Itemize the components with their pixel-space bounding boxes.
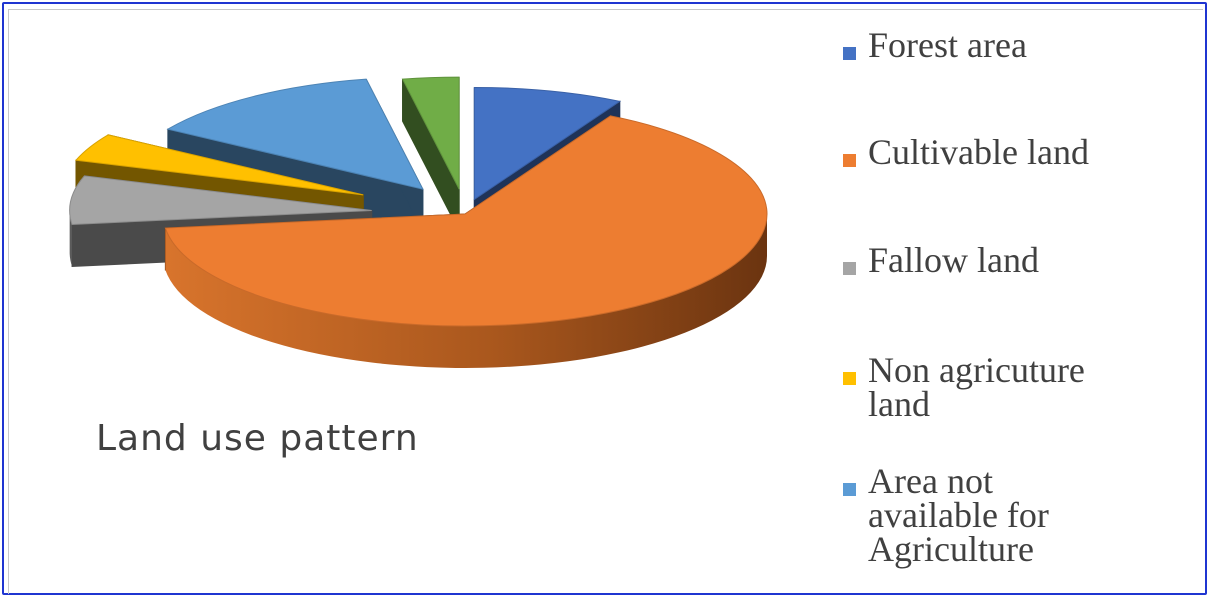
pie-slice-cultivable-land [164, 114, 768, 369]
legend-swatch [843, 262, 856, 275]
legend-item: Fallow land [843, 240, 1183, 280]
legend-label: Non agricuture land [868, 350, 1085, 424]
chart-area [8, 9, 1203, 594]
chart-title: Land use pattern [96, 418, 419, 459]
legend-label: Forest area [868, 25, 1027, 65]
legend-swatch [843, 47, 856, 60]
legend-label: Fallow land [868, 240, 1039, 280]
legend-swatch [843, 154, 856, 167]
legend-item: Forest area [843, 25, 1183, 65]
legend-swatch [843, 483, 856, 496]
legend-item: Area not available for Agriculture [843, 461, 1183, 569]
legend-item: Non agricuture land [843, 350, 1183, 424]
legend-swatch [843, 372, 856, 385]
legend-item: Cultivable land [843, 132, 1183, 172]
legend-label: Area not available for Agriculture [868, 461, 1049, 569]
legend-label: Cultivable land [868, 132, 1089, 172]
pie-slice-other [401, 76, 460, 232]
